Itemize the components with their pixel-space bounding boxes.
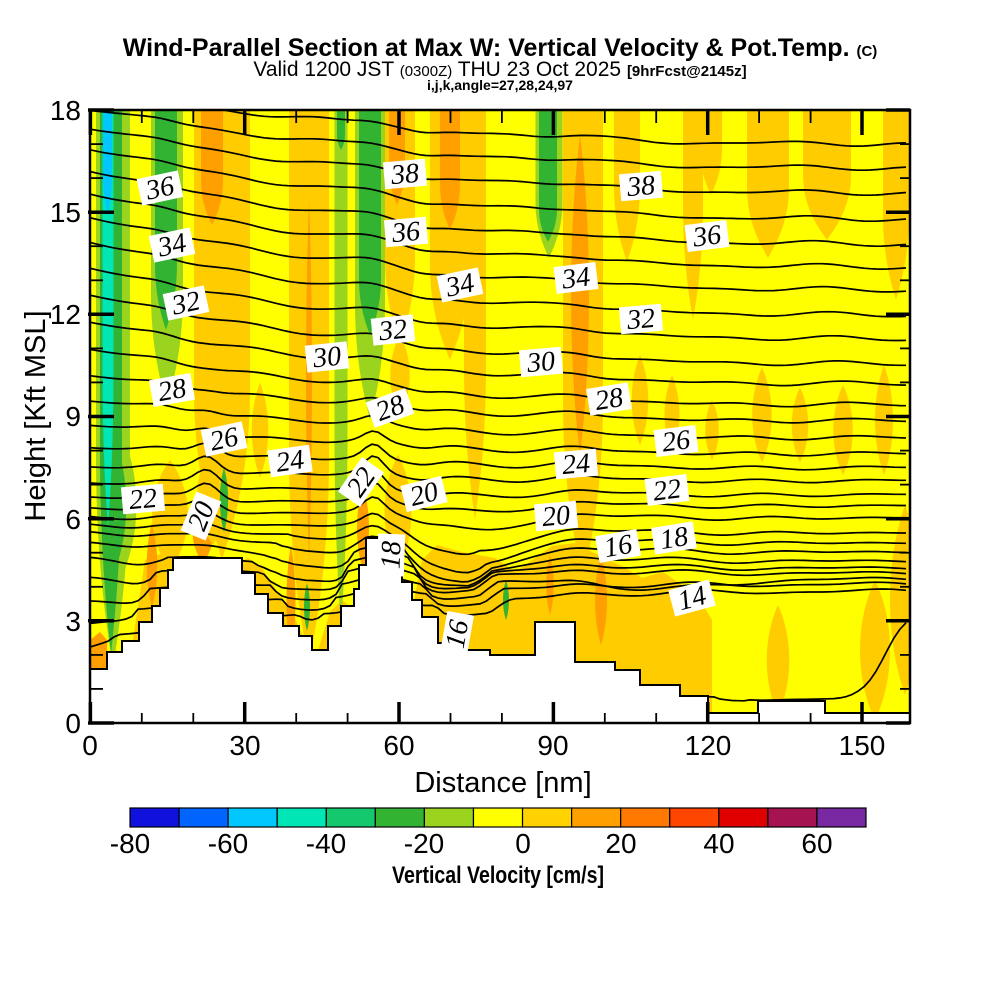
svg-text:34: 34 (154, 227, 189, 263)
svg-text:38: 38 (625, 170, 657, 203)
svg-text:20: 20 (605, 828, 636, 859)
svg-text:34: 34 (559, 261, 592, 295)
svg-text:0: 0 (515, 828, 531, 859)
svg-text:20: 20 (541, 500, 572, 533)
svg-text:18: 18 (658, 521, 691, 556)
svg-text:-40: -40 (306, 828, 346, 859)
svg-text:18: 18 (50, 95, 81, 126)
svg-text:-60: -60 (208, 828, 248, 859)
svg-text:22: 22 (651, 473, 683, 507)
svg-text:30: 30 (525, 346, 557, 379)
svg-text:32: 32 (168, 285, 203, 321)
svg-text:Distance [nm]: Distance [nm] (414, 767, 591, 799)
svg-text:16: 16 (440, 618, 475, 651)
svg-text:26: 26 (660, 424, 692, 458)
svg-text:24: 24 (561, 448, 592, 481)
svg-text:38: 38 (389, 158, 421, 191)
svg-text:60: 60 (801, 828, 832, 859)
svg-text:-20: -20 (404, 828, 444, 859)
svg-text:i,j,k,angle=27,28,24,97: i,j,k,angle=27,28,24,97 (427, 77, 573, 93)
svg-text:36: 36 (390, 216, 422, 249)
svg-text:9: 9 (65, 401, 81, 432)
svg-text:22: 22 (128, 483, 159, 516)
svg-text:120: 120 (685, 730, 732, 761)
svg-text:0: 0 (82, 730, 98, 761)
svg-text:30: 30 (229, 730, 260, 761)
svg-text:36: 36 (690, 219, 723, 253)
svg-text:-80: -80 (110, 828, 150, 859)
svg-text:12: 12 (50, 299, 81, 330)
svg-text:150: 150 (839, 730, 886, 761)
svg-text:0: 0 (65, 708, 81, 739)
svg-text:60: 60 (383, 730, 414, 761)
svg-text:32: 32 (377, 314, 409, 348)
svg-text:15: 15 (50, 197, 81, 228)
svg-text:Valid 1200 JST (0300Z) THU 23: Valid 1200 JST (0300Z) THU 23 Oct 2025 [… (253, 58, 746, 81)
svg-text:30: 30 (311, 341, 343, 375)
svg-text:36: 36 (142, 170, 177, 206)
svg-text:6: 6 (65, 504, 81, 535)
svg-text:26: 26 (207, 421, 241, 457)
svg-text:3: 3 (65, 606, 81, 637)
svg-text:Wind-Parallel Section at Max W: Wind-Parallel Section at Max W: Vertical… (123, 34, 878, 62)
svg-text:40: 40 (703, 828, 734, 859)
svg-text:34: 34 (442, 267, 477, 303)
svg-text:16: 16 (602, 529, 635, 564)
svg-text:Height [Kft MSL]: Height [Kft MSL] (20, 310, 52, 521)
svg-text:Vertical Velocity [cm/s]: Vertical Velocity [cm/s] (392, 862, 604, 889)
svg-text:28: 28 (156, 373, 189, 408)
svg-text:32: 32 (625, 303, 657, 336)
svg-text:90: 90 (537, 730, 568, 761)
svg-text:18: 18 (376, 540, 408, 569)
svg-text:24: 24 (274, 444, 306, 479)
svg-text:28: 28 (593, 382, 626, 417)
